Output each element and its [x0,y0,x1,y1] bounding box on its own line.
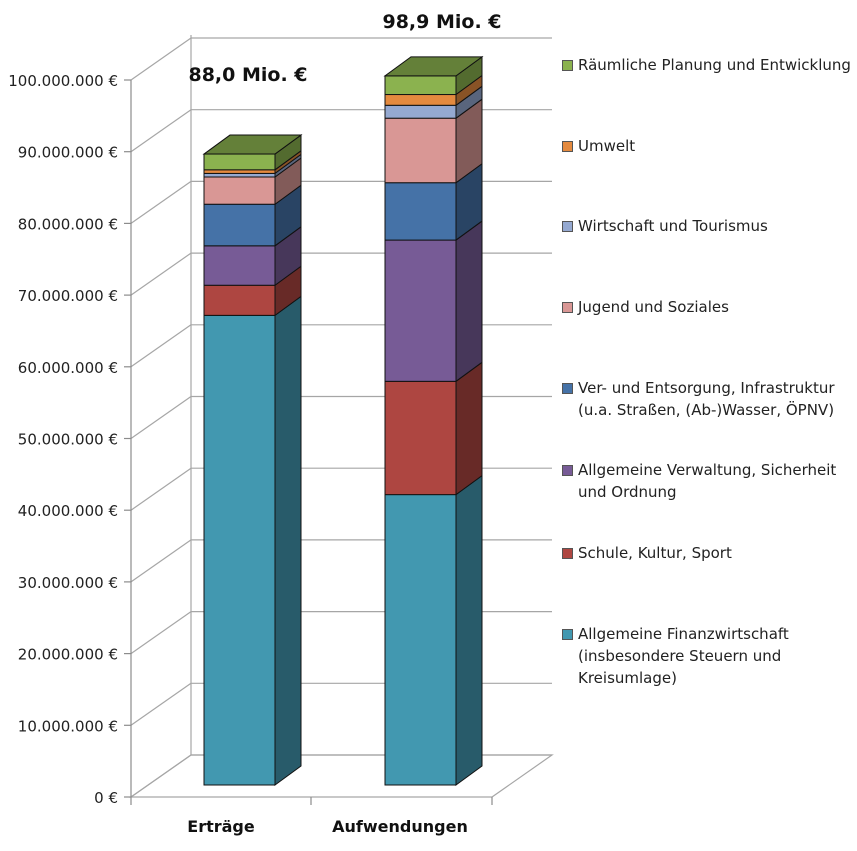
legend-swatch [562,465,573,476]
legend-swatch [562,548,573,559]
gridlines [130,37,552,798]
total-label: 88,0 Mio. € [188,64,307,86]
bar-segment [203,134,302,171]
x-tick-label: Erträge [187,817,255,836]
gridline-side [130,467,192,511]
bar-segment [203,265,302,317]
gridline-side [130,396,192,439]
gridline-side [130,180,192,224]
bar-segment [203,184,302,247]
gridline-side [130,109,192,153]
bar-segment [384,220,483,383]
y-tick-label: 60.000.000 € [18,359,118,377]
gridline-side [130,252,192,296]
y-tick-label: 50.000.000 € [18,431,118,449]
legend-label: Wirtschaft und Tourismus [578,217,768,235]
x-tick-labels: Erträge Aufwendungen [187,817,468,836]
gridline-side [130,611,192,655]
legend-label: Allgemeine Finanzwirtschaft (insbesonder… [578,625,789,687]
legend-label: Umwelt [578,137,636,155]
bar-segment [384,162,483,242]
legend-label: Ver- und Entsorgung, Infrastruktur (u.a.… [578,379,835,419]
total-label: 98,9 Mio. € [382,11,501,33]
gridline-side [130,37,192,81]
y-axis [124,79,493,805]
bar-segment [384,98,483,184]
legend-swatch [562,141,573,152]
total-labels: 88,0 Mio. € 98,9 Mio. € [188,11,501,86]
y-tick-label: 100.000.000 € [8,72,118,90]
legend-swatch [562,221,573,232]
bar-segment [203,156,302,206]
x-tick-label: Aufwendungen [332,817,468,836]
gridline-side [130,682,192,726]
legend-swatch [562,302,573,313]
bar-top [202,134,303,155]
bar-top [383,56,484,77]
gridline-side [130,324,192,368]
y-tick-label: 20.000.000 € [18,646,118,664]
y-tick-label: 40.000.000 € [18,502,118,520]
y-tick-label: 0 € [94,789,118,807]
y-tick-label: 80.000.000 € [18,215,118,233]
y-tick-label: 90.000.000 € [18,144,118,162]
bars [202,55,484,786]
y-tick-label: 10.000.000 € [18,717,118,735]
chart-floor [129,754,554,798]
legend-label: Schule, Kultur, Sport [578,544,732,562]
bar-segment [384,474,483,786]
legend-label: Jugend und Soziales [578,298,729,316]
y-tick-labels: 0 € 10.000.000 € 20.000.000 € 30.000.000 € 4… [8,72,118,807]
legend-swatch [562,60,573,71]
legend-swatch [562,629,573,640]
legend-swatch [562,383,573,394]
bar-segment [384,361,483,496]
legend-label: Räumliche Planung und Entwicklung [578,56,851,74]
bar-segment [203,295,302,786]
gridline-side [130,539,192,583]
legend-label: Allgemeine Verwaltung, Sicherheit und Or… [578,461,837,501]
y-tick-label: 70.000.000 € [18,287,118,305]
y-tick-label: 30.000.000 € [18,574,118,592]
